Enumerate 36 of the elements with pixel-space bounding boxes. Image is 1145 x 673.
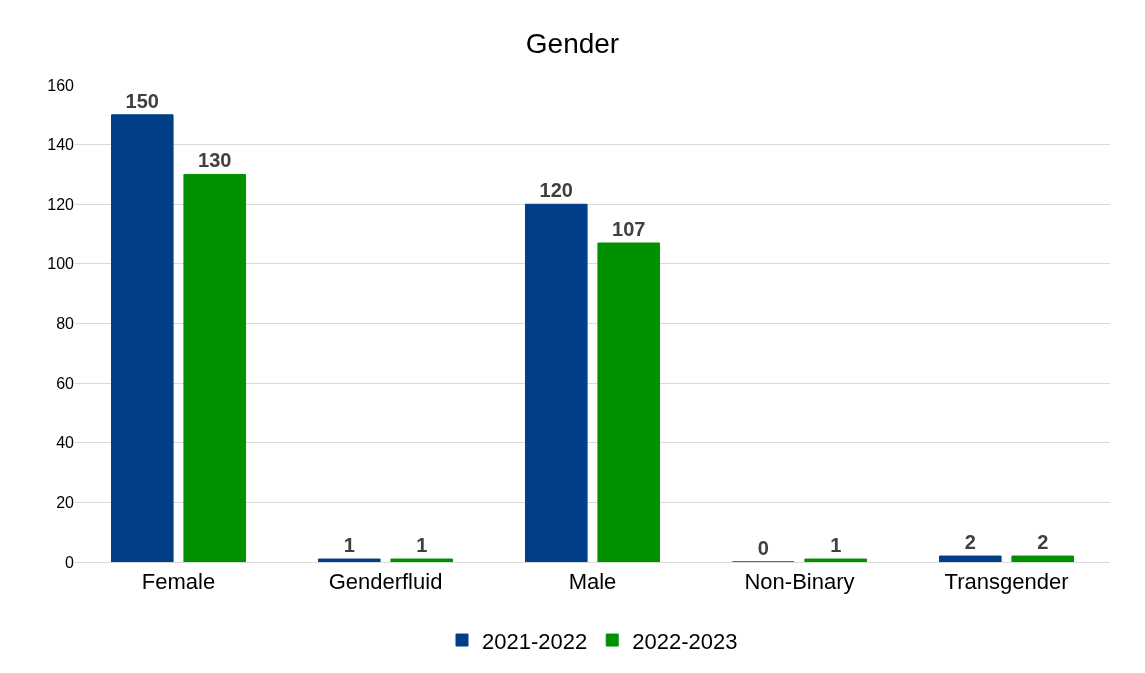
x-tick-label: Genderfluid <box>328 569 443 595</box>
bar <box>1011 555 1075 562</box>
y-tick-label: 40 <box>56 434 75 452</box>
y-tick-label: 20 <box>56 493 75 511</box>
y-tick-label: 0 <box>65 553 75 571</box>
bar <box>390 558 454 562</box>
data-label: 2 <box>964 531 976 554</box>
y-tick-label: 80 <box>56 315 75 333</box>
bar <box>524 203 588 562</box>
bar <box>317 558 381 562</box>
data-label: 2 <box>1037 531 1049 554</box>
bar <box>183 173 247 562</box>
y-tick-label: 100 <box>47 255 75 273</box>
data-label: 1 <box>343 534 355 557</box>
x-tick-label: Non-Binary <box>744 569 855 595</box>
data-label: 107 <box>612 218 646 241</box>
legend-label: 2021-2022 <box>482 628 588 654</box>
y-tick-label: 160 <box>47 76 75 94</box>
chart-title: Gender <box>525 28 620 60</box>
y-tick-label: 60 <box>56 374 75 392</box>
bar <box>938 555 1002 562</box>
x-tick-label: Female <box>141 569 216 595</box>
bar <box>597 242 661 562</box>
data-label: 150 <box>125 89 159 112</box>
legend-label: 2022-2023 <box>632 628 738 654</box>
bar <box>110 114 174 562</box>
data-label: 1 <box>416 534 428 557</box>
data-label: 120 <box>539 179 573 202</box>
y-tick-label: 120 <box>47 195 75 213</box>
y-tick-label: 140 <box>47 136 75 154</box>
data-label: 0 <box>757 537 769 559</box>
data-label: 130 <box>198 149 232 172</box>
x-tick-label: Transgender <box>944 569 1069 595</box>
x-tick-label: Male <box>568 569 617 595</box>
bar <box>804 558 868 562</box>
data-label: 1 <box>830 534 842 557</box>
